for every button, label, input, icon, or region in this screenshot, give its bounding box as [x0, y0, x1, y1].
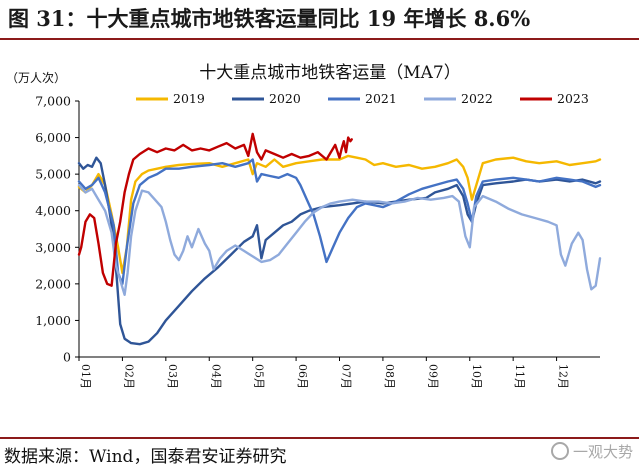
- title-divider: [0, 38, 639, 40]
- x-tick-label: 11月: [513, 364, 526, 389]
- legend-label-2023: 2023: [557, 91, 589, 106]
- chart-title: 十大重点城市地铁客运量（MA7）: [199, 63, 461, 83]
- legend-label-2022: 2022: [461, 91, 493, 106]
- x-tick-label: 04月: [209, 364, 222, 389]
- legend-label-2019: 2019: [173, 91, 205, 106]
- watermark-icon: [550, 442, 569, 460]
- x-tick-label: 05月: [253, 364, 266, 389]
- y-tick-label: 5,000: [35, 167, 71, 182]
- x-tick-label: 09月: [426, 364, 439, 389]
- series-line-2022: [77, 183, 602, 296]
- series-line-2021: [77, 158, 602, 286]
- line-chart: 十大重点城市地铁客运量（MA7） （万人次） 2019 2020 2021 2022 2…: [6, 63, 602, 389]
- y-tick-label: 3,000: [35, 240, 71, 255]
- x-tick-label: 06月: [296, 364, 309, 389]
- series-line-2019: [77, 154, 602, 275]
- x-tick-label: 12月: [557, 364, 570, 389]
- x-tick-label: 10月: [470, 364, 483, 389]
- watermark: 一观大势: [550, 441, 633, 462]
- footer-divider: [0, 437, 639, 439]
- y-tick-label: 0: [63, 350, 71, 365]
- y-axis: 0 1,000 2,000 3,000 4,000 5,000 6,000 7,000: [35, 94, 80, 365]
- x-tick-label: 01月: [79, 364, 92, 389]
- legend-label-2021: 2021: [365, 91, 397, 106]
- series-lines: [77, 132, 602, 346]
- y-tick-label: 7,000: [35, 94, 71, 109]
- x-tick-label: 07月: [340, 364, 353, 389]
- y-tick-label: 4,000: [35, 203, 71, 218]
- figure-title: 图 31：十大重点城市地铁客运量同比 19 年增长 8.6%: [8, 6, 531, 31]
- legend: 2019 2020 2021 2022 2023: [136, 91, 589, 106]
- x-tick-label: 03月: [166, 364, 179, 389]
- x-tick-label: 02月: [122, 364, 135, 389]
- watermark-text: 一观大势: [572, 443, 633, 461]
- x-axis: 01月 02月 03月 04月 05月 06月 07月 08月 09月 10月 11月 12月: [78, 356, 600, 389]
- y-tick-label: 1,000: [35, 313, 71, 328]
- y-tick-label: 2,000: [35, 276, 71, 291]
- y-axis-unit-label: （万人次）: [6, 71, 66, 85]
- y-tick-label: 6,000: [35, 130, 71, 145]
- series-line-2020: [77, 156, 602, 346]
- source-note: 数据来源：Wind，国泰君安证券研究: [4, 447, 287, 467]
- series-line-2023: [77, 132, 353, 287]
- legend-label-2020: 2020: [269, 91, 301, 106]
- x-tick-label: 08月: [383, 364, 396, 389]
